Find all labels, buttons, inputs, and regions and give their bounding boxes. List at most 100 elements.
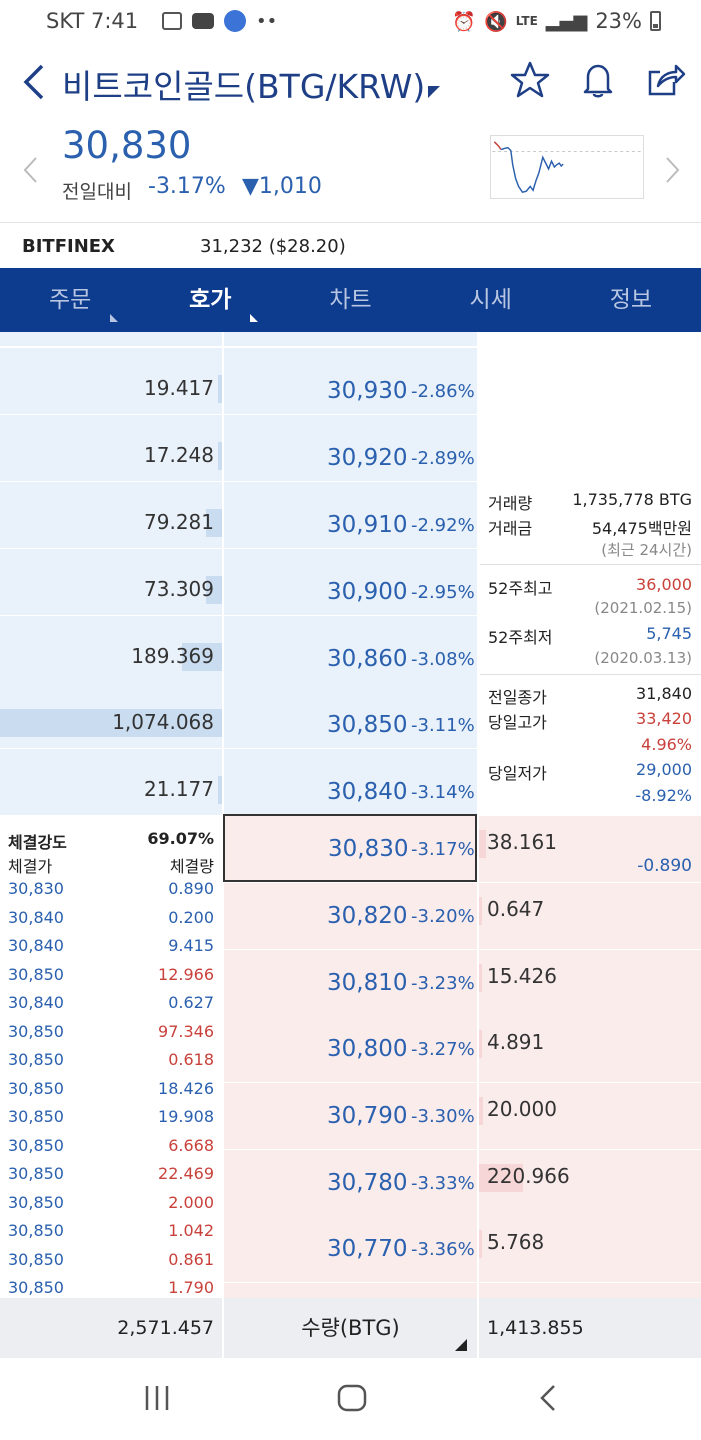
bid-qty-bar	[479, 1164, 523, 1192]
ask-qty-cell[interactable]: 79.281	[0, 482, 222, 548]
youtube-icon	[192, 13, 214, 29]
trade-row: 30,850 97.346	[8, 1022, 214, 1041]
ask-price-cell[interactable]: 30,850 -3.11%	[224, 682, 477, 748]
current-diff: -0.890	[637, 856, 692, 876]
low52-date: (2020.03.13)	[594, 649, 692, 667]
system-nav-bar	[0, 1358, 701, 1440]
bid-qty-bar	[479, 1230, 482, 1258]
trade-row: 30,850 0.861	[8, 1250, 214, 1269]
tab-bar: 주문 호가 차트 시세 정보	[0, 268, 701, 332]
bid-qty-cell[interactable]: 38.161 -0.890	[479, 816, 701, 882]
unit-selector[interactable]: 수량(BTG)	[224, 1298, 477, 1358]
low52-label: 52주최저	[488, 628, 553, 647]
battery-label: 23%	[595, 9, 642, 33]
star-icon[interactable]	[510, 60, 550, 100]
mute-icon: 🔇	[484, 10, 508, 33]
chevron-right-icon[interactable]	[662, 155, 684, 185]
tab-order-caret-icon	[110, 314, 119, 322]
trade-row: 30,850 0.618	[8, 1050, 214, 1069]
day-low-value: 29,000	[636, 760, 692, 779]
bid-price-cell[interactable]: 30,810 -3.23%	[224, 950, 477, 1016]
nav-recents-icon[interactable]	[143, 1380, 171, 1416]
bid-qty-bar	[479, 1097, 483, 1125]
tab-chart[interactable]: 차트	[329, 287, 372, 313]
nav-back-icon[interactable]	[534, 1380, 562, 1416]
trade-row: 30,850 12.966	[8, 965, 214, 984]
trade-qty-header: 체결량	[169, 857, 214, 876]
bid-qty-cell[interactable]: 0.647	[479, 883, 701, 949]
back-arrow-icon[interactable]	[18, 62, 54, 102]
unit-dropdown-icon[interactable]	[455, 1339, 467, 1351]
current-price-cell[interactable]: 30,830 -3.17%	[223, 814, 477, 882]
trade-row: 30,850 19.908	[8, 1107, 214, 1126]
tab-market[interactable]: 시세	[469, 287, 512, 313]
coin-title[interactable]: 비트코인골드(BTG/KRW)	[62, 67, 426, 106]
ask-qty-bar	[182, 643, 222, 671]
tab-info[interactable]: 정보	[609, 287, 653, 313]
amount-label: 거래금	[488, 519, 533, 538]
bid-price-cell[interactable]: 30,770 -3.36%	[224, 1216, 477, 1282]
bid-price-cell[interactable]: 30,800 -3.27%	[224, 1016, 477, 1082]
trade-row: 30,850 18.426	[8, 1079, 214, 1098]
ask-qty-cell[interactable]: 189.369	[0, 616, 222, 682]
prev-close-label: 전일종가	[488, 688, 547, 707]
change-percent: -3.17%	[148, 174, 226, 199]
more-dots-icon: ••	[256, 10, 278, 32]
trade-row: 30,850 2.000	[8, 1193, 214, 1212]
ask-price-cell[interactable]: 30,860 -3.08%	[224, 616, 477, 682]
bid-qty-cell[interactable]: 15.426	[479, 950, 701, 1016]
bithumb-icon	[224, 10, 246, 32]
bell-icon[interactable]	[578, 60, 618, 100]
high52-date: (2021.02.15)	[594, 599, 692, 617]
bid-price-cell[interactable]: 30,820 -3.20%	[224, 883, 477, 949]
ask-total: 2,571.457	[117, 1317, 214, 1339]
bid-price-cell[interactable]: 30,780 -3.33%	[224, 1150, 477, 1216]
volume-value: 1,735,778 BTG	[572, 490, 692, 509]
ask-price-cell[interactable]: 30,930 -2.86%	[224, 348, 477, 414]
amount-value: 54,475백만원	[591, 519, 692, 538]
strength-value: 69.07%	[147, 829, 214, 848]
volume-label: 거래량	[488, 494, 533, 513]
trade-row: 30,840 0.200	[8, 908, 214, 927]
ask-price-cell[interactable]: 30,920 -2.89%	[224, 415, 477, 481]
bid-qty-bar	[479, 1030, 482, 1058]
ask-qty-bar	[218, 375, 222, 403]
ask-qty-cell[interactable]: 17.248	[0, 415, 222, 481]
gallery-icon	[162, 12, 182, 30]
ask-price-cell[interactable]: 30,900 -2.95%	[224, 549, 477, 615]
ask-qty-bar	[206, 576, 222, 604]
orderbook: 19.417 30,930 -2.86% 17.248 30,920 -2.89% …	[0, 332, 701, 1298]
share-icon[interactable]	[646, 60, 686, 100]
bid-qty-cell[interactable]: 5.768	[479, 1216, 701, 1282]
ask-price-cell-partial	[224, 332, 477, 346]
current-price: 30,830	[62, 124, 192, 167]
bid-price-cell-partial	[224, 1283, 477, 1298]
bid-qty-cell-partial	[479, 1283, 701, 1298]
trade-row: 30,850 22.469	[8, 1164, 214, 1183]
bid-qty-cell[interactable]: 220.966	[479, 1150, 701, 1216]
divider	[0, 222, 701, 223]
ask-qty-cell[interactable]: 21.177	[0, 749, 222, 815]
strength-label: 체결강도	[8, 833, 67, 852]
nav-home-icon[interactable]	[336, 1380, 368, 1416]
bid-qty-cell[interactable]: 4.891	[479, 1016, 701, 1082]
ask-qty-cell[interactable]: 1,074.068	[0, 682, 222, 748]
lte-label: LTE	[515, 14, 538, 28]
bid-price-cell[interactable]: 30,790 -3.30%	[224, 1083, 477, 1149]
title-dropdown-icon[interactable]	[428, 86, 440, 98]
ask-qty-cell[interactable]: 73.309	[0, 549, 222, 615]
ask-qty-bar	[0, 709, 222, 737]
tab-orderbook[interactable]: 호가	[140, 268, 280, 332]
tab-orderbook-caret-icon	[250, 314, 259, 322]
divider	[222, 1298, 224, 1358]
bid-qty-bar	[479, 964, 482, 992]
ask-price-cell[interactable]: 30,910 -2.92%	[224, 482, 477, 548]
chevron-left-icon[interactable]	[20, 155, 42, 185]
ask-price-cell[interactable]: 30,840 -3.14%	[224, 749, 477, 815]
tab-order[interactable]: 주문	[0, 268, 140, 332]
trade-row: 30,840 9.415	[8, 936, 214, 955]
bid-total: 1,413.855	[487, 1317, 584, 1339]
mini-chart[interactable]	[490, 135, 644, 199]
bid-qty-cell[interactable]: 20.000	[479, 1083, 701, 1149]
ask-qty-cell[interactable]: 19.417	[0, 348, 222, 414]
